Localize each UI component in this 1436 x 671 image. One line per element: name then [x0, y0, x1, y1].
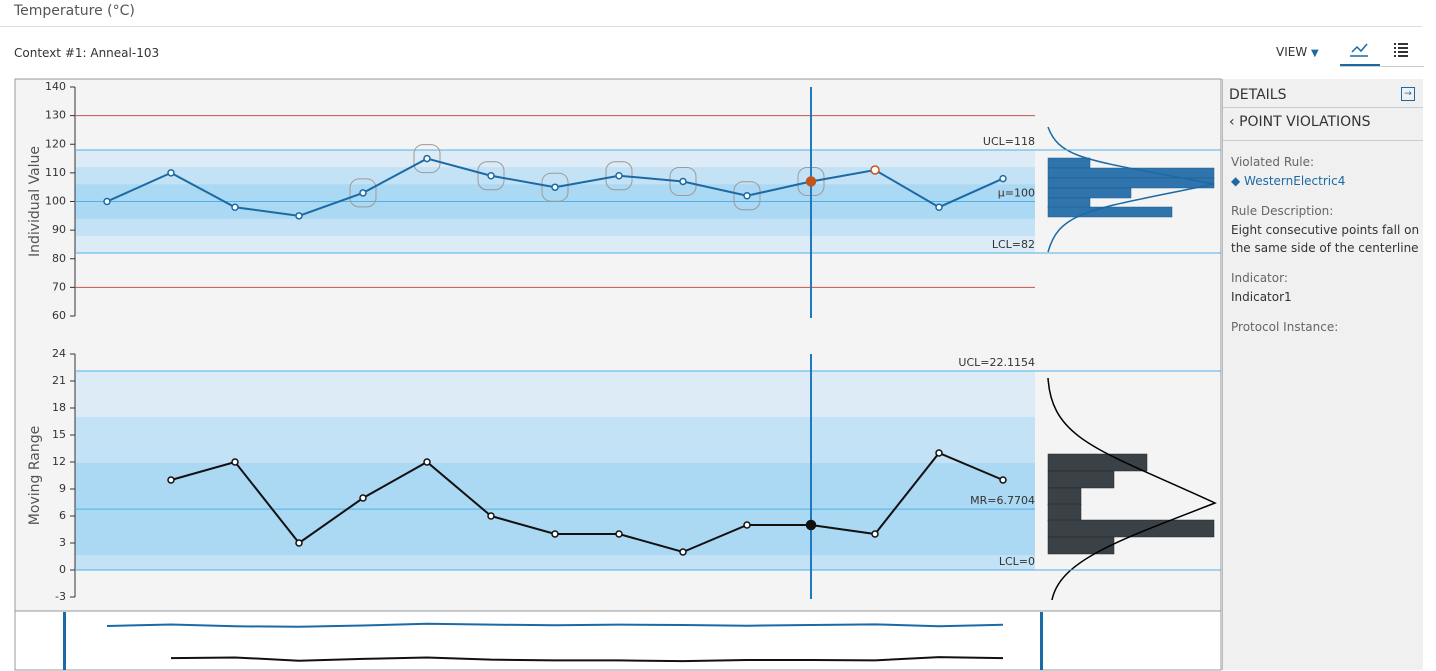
data-point — [359, 189, 367, 197]
view-menu[interactable]: VIEW ▼ — [1276, 45, 1319, 59]
navigator-line — [170, 656, 1004, 663]
field-label: Indicator: — [1231, 271, 1288, 285]
data-point — [359, 494, 367, 502]
data-point — [935, 449, 943, 457]
details-panel: DETAILS → ‹ POINT VIOLATIONS Violated Rul… — [1222, 79, 1423, 670]
field-label: Protocol Instance: — [1231, 320, 1339, 334]
data-point — [167, 476, 175, 484]
data-point — [423, 458, 431, 466]
y-tick-label: 60 — [52, 309, 66, 322]
data-point — [423, 154, 431, 163]
data-point — [679, 548, 687, 556]
data-point — [871, 530, 879, 538]
data-point — [805, 519, 817, 531]
y-tick-label: 110 — [45, 166, 66, 179]
control-label: MR=6.7704 — [970, 494, 1035, 507]
navigator-line — [106, 622, 1004, 628]
field-label: Rule Description: — [1231, 204, 1334, 218]
y-tick-label: 6 — [59, 509, 66, 522]
rule-link[interactable]: WesternElectric4 — [1244, 174, 1346, 188]
histogram-moving-range — [1047, 377, 1217, 601]
violation-marker — [669, 166, 697, 196]
control-label: LCL=0 — [999, 555, 1035, 568]
y-axis-label: Moving Range — [27, 426, 43, 525]
y-tick-label: 15 — [52, 428, 66, 441]
field-value: Indicator1 — [1231, 290, 1292, 304]
data-point — [615, 171, 623, 180]
control-label: UCL=22.1154 — [958, 356, 1035, 369]
y-tick-label: 120 — [45, 137, 66, 150]
data-point — [103, 197, 111, 206]
y-tick-label: 24 — [52, 347, 66, 360]
y-tick-label: 80 — [52, 252, 66, 265]
violation-marker — [605, 161, 633, 191]
data-point — [999, 476, 1007, 484]
details-header: DETAILS → — [1223, 79, 1423, 108]
section-title: POINT VIOLATIONS — [1239, 114, 1371, 130]
violation-marker — [541, 172, 569, 202]
view-label: VIEW — [1276, 45, 1308, 59]
toolbar-icons — [1340, 43, 1424, 67]
collapse-button[interactable]: → — [1401, 87, 1415, 101]
data-point — [551, 183, 559, 191]
control-label: LCL=82 — [992, 238, 1035, 251]
y-tick-label: 140 — [45, 80, 66, 93]
y-tick-label: 9 — [59, 482, 66, 495]
control-label: μ=100 — [998, 187, 1035, 200]
data-point — [805, 176, 817, 187]
back-link[interactable]: ‹ POINT VIOLATIONS — [1223, 108, 1423, 141]
page-title: Temperature (°C) — [14, 3, 135, 19]
divider — [0, 26, 1422, 27]
violation-marker — [733, 181, 761, 211]
chart-view-button[interactable] — [1340, 43, 1380, 66]
y-tick-label: 70 — [52, 280, 66, 293]
list-view-button[interactable] — [1394, 43, 1408, 57]
y-tick-label: 18 — [52, 401, 66, 414]
fields: Violated Rule: ◆ WesternElectric4 Rule Des… — [1223, 155, 1423, 334]
violation-marker — [413, 144, 441, 174]
data-point — [487, 512, 495, 520]
y-tick-label: 0 — [59, 563, 66, 576]
details-title: DETAILS — [1229, 87, 1287, 103]
data-point — [679, 177, 687, 186]
y-axis-label: Individual Value — [27, 146, 43, 257]
field-value: Eight consecutive points fall on the sam… — [1231, 223, 1420, 255]
data-point — [487, 171, 495, 180]
data-point — [231, 203, 239, 211]
rule-icon: ◆ — [1231, 174, 1245, 188]
histogram-individual — [1047, 126, 1215, 253]
context: Context #1: Anneal-103 — [14, 46, 160, 60]
data-point — [743, 521, 751, 529]
data-point — [615, 530, 623, 538]
field-label: Violated Rule: — [1231, 155, 1314, 169]
y-tick-label: 12 — [52, 455, 66, 468]
y-tick-label: 3 — [59, 536, 66, 549]
y-tick-label: 21 — [52, 374, 66, 387]
y-tick-label: 100 — [45, 195, 66, 208]
y-tick-label: -3 — [55, 590, 66, 603]
data-point — [295, 212, 303, 220]
y-tick-label: 90 — [52, 223, 66, 236]
data-point — [231, 458, 239, 466]
control-label: UCL=118 — [983, 135, 1035, 148]
data-point — [870, 165, 880, 175]
violation-marker — [349, 178, 377, 208]
data-point — [935, 203, 943, 211]
data-point — [295, 539, 303, 547]
data-point — [743, 192, 751, 200]
series-line — [170, 451, 1004, 554]
field-value[interactable]: ◆ WesternElectric4 — [1231, 172, 1421, 190]
data-point — [167, 169, 175, 177]
y-tick-label: 130 — [45, 109, 66, 122]
data-point — [551, 530, 559, 538]
data-point — [999, 174, 1007, 183]
violation-marker — [477, 161, 505, 191]
